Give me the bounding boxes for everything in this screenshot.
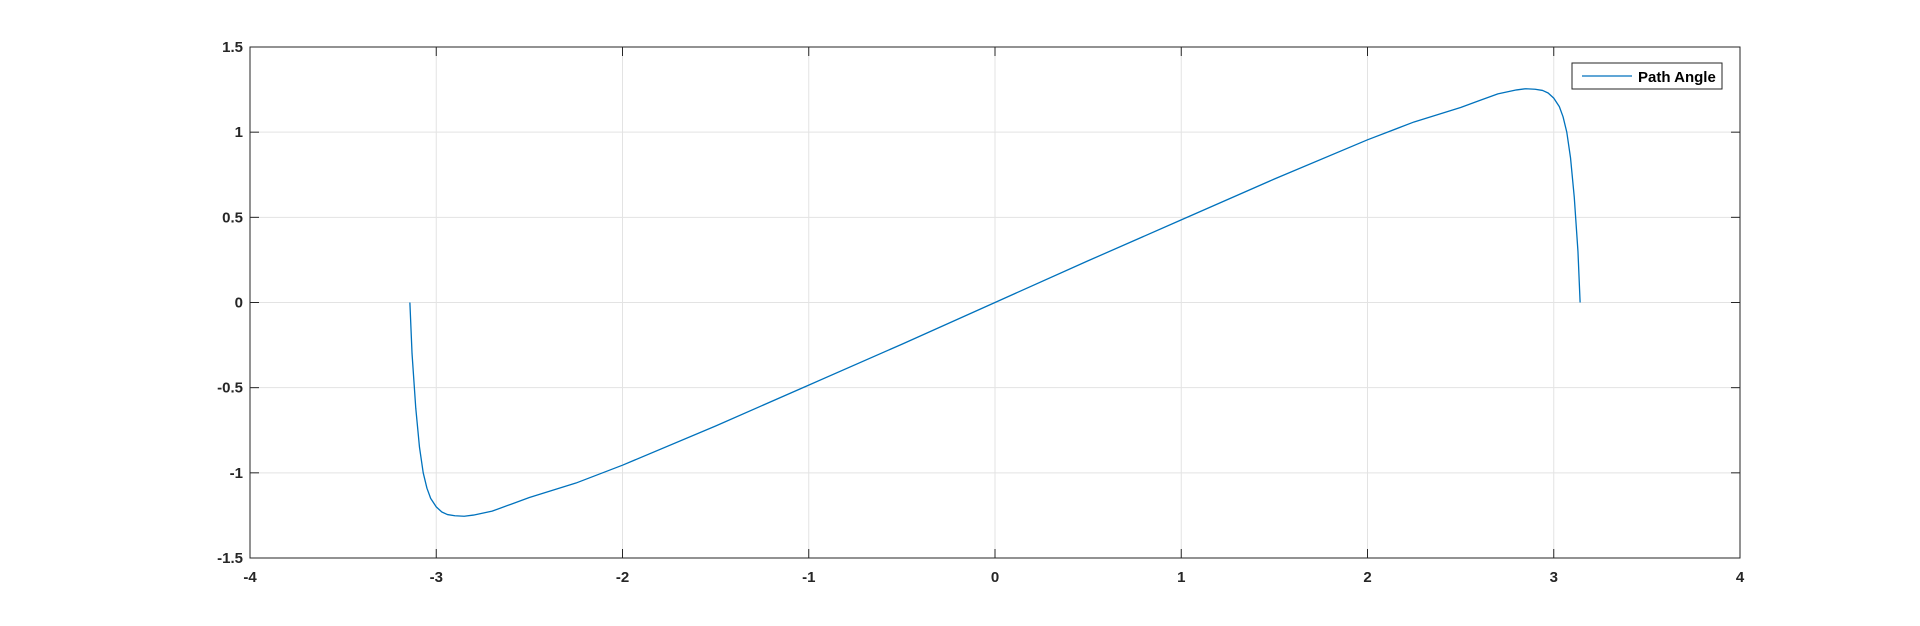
y-tick-label: -1 <box>230 465 243 482</box>
legend-label: Path Angle <box>1638 69 1716 86</box>
x-tick-label: -2 <box>616 569 629 586</box>
x-tick-label: -1 <box>802 569 815 586</box>
x-tick-labels: -4 -3 -2 -1 0 1 2 3 4 <box>243 569 1745 586</box>
plot-frame <box>249 46 1741 559</box>
y-tick-label: -1.5 <box>217 550 243 567</box>
y-tick-label: 1 <box>235 124 243 141</box>
x-tick-label: 4 <box>1736 569 1745 586</box>
x-tick-label: -4 <box>243 569 257 586</box>
y-tick-label: 0 <box>235 295 243 312</box>
x-tick-label: 0 <box>991 569 999 586</box>
x-tick-label: 2 <box>1363 569 1371 586</box>
x-tick-label: -3 <box>430 569 443 586</box>
y-tick-label: -0.5 <box>217 380 243 397</box>
y-tick-label: 1.5 <box>222 39 243 56</box>
x-tick-label: 1 <box>1177 569 1185 586</box>
y-tick-labels: -1.5 -1 -0.5 0 0.5 1 1.5 <box>217 39 243 567</box>
series-line-path-angle <box>409 88 1581 517</box>
x-tick-label: 3 <box>1550 569 1558 586</box>
series-layer <box>409 88 1581 517</box>
y-tick-label: 0.5 <box>222 209 243 226</box>
legend: Path Angle <box>1571 62 1723 90</box>
